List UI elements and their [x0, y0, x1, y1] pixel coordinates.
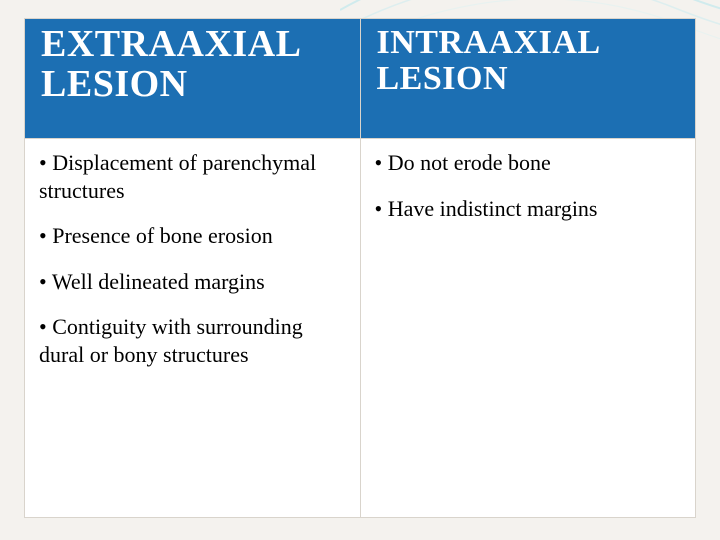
header-left-line2: LESION [41, 65, 350, 105]
bullet-item: Presence of bone erosion [39, 222, 346, 250]
header-left-line1: EXTRAAXIAL [41, 25, 350, 65]
body-extraaxial: Displacement of parenchymal structures P… [25, 139, 361, 518]
body-intraaxial: Do not erode bone Have indistinct margin… [360, 139, 696, 518]
table-header-row: EXTRAAXIAL LESION INTRAAXIAL LESION [25, 19, 696, 139]
header-right-line2: LESION [377, 61, 686, 97]
bullet-item: Well delineated margins [39, 268, 346, 296]
header-extraaxial: EXTRAAXIAL LESION [25, 19, 361, 139]
bullet-item: Do not erode bone [375, 149, 682, 177]
bullet-item: Have indistinct margins [375, 195, 682, 223]
bullet-item: Contiguity with surrounding dural or bon… [39, 313, 346, 368]
header-intraaxial: INTRAAXIAL LESION [360, 19, 696, 139]
bullet-item: Displacement of parenchymal structures [39, 149, 346, 204]
table-body-row: Displacement of parenchymal structures P… [25, 139, 696, 518]
slide-container: EXTRAAXIAL LESION INTRAAXIAL LESION Disp… [0, 0, 720, 540]
comparison-table: EXTRAAXIAL LESION INTRAAXIAL LESION Disp… [24, 18, 696, 518]
header-right-line1: INTRAAXIAL [377, 25, 686, 61]
